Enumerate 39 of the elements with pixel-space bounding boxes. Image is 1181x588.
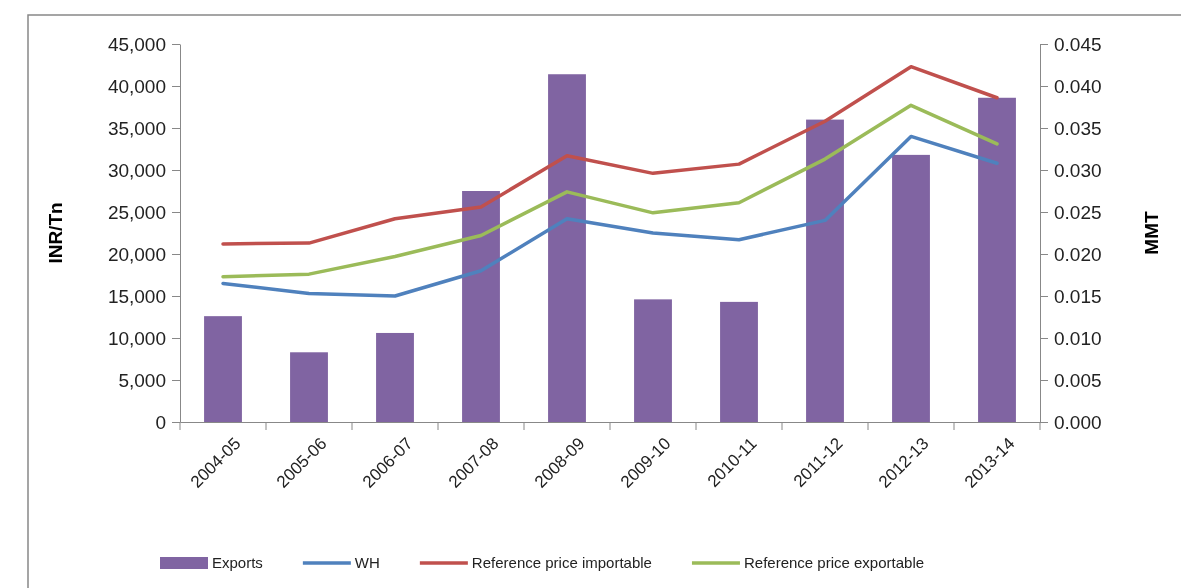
bar: [634, 299, 672, 422]
y2-tick-label: 0.035: [1054, 117, 1102, 139]
bar: [892, 154, 930, 422]
line-series: [221, 103, 999, 279]
bar: [462, 191, 500, 422]
y2-tick-label: 0.045: [1054, 33, 1102, 55]
bar: [720, 301, 758, 422]
y2-tick-label: 0.010: [1054, 327, 1102, 349]
y-tick-label: 45,000: [107, 33, 166, 55]
line-series: [221, 64, 999, 246]
y-tick-label: 20,000: [107, 243, 166, 265]
y2-tick-label: 0.000: [1054, 411, 1102, 433]
y2-tick-label: 0.040: [1054, 75, 1102, 97]
legend-label: Reference price exportable: [743, 554, 925, 571]
bar: [978, 97, 1016, 422]
y-tick-label: 0: [155, 411, 166, 433]
y-axis-title: INR/Tn: [45, 202, 66, 264]
bar: [548, 74, 586, 422]
legend-label: Reference price importable: [471, 554, 652, 571]
y2-tick-label: 0.015: [1054, 285, 1102, 307]
legend-label: WH: [354, 554, 380, 571]
y2-tick-label: 0.025: [1054, 201, 1102, 223]
y2-tick-label: 0.005: [1054, 369, 1102, 391]
y-tick-label: 15,000: [107, 285, 166, 307]
y-tick-label: 30,000: [107, 159, 166, 181]
y-tick-label: 35,000: [107, 117, 166, 139]
bar: [204, 316, 242, 422]
y-tick-label: 10,000: [107, 327, 166, 349]
y-tick-label: 40,000: [107, 75, 166, 97]
bar: [806, 119, 844, 422]
legend-label: Exports: [212, 554, 263, 571]
y2-tick-label: 0.030: [1054, 159, 1102, 181]
line-series: [221, 134, 999, 298]
y2-axis-title: MMT: [1141, 210, 1162, 255]
y-tick-label: 25,000: [107, 201, 166, 223]
y2-tick-label: 0.020: [1054, 243, 1102, 265]
bar: [376, 332, 414, 422]
y-tick-label: 5,000: [118, 369, 166, 391]
bar: [290, 352, 328, 422]
